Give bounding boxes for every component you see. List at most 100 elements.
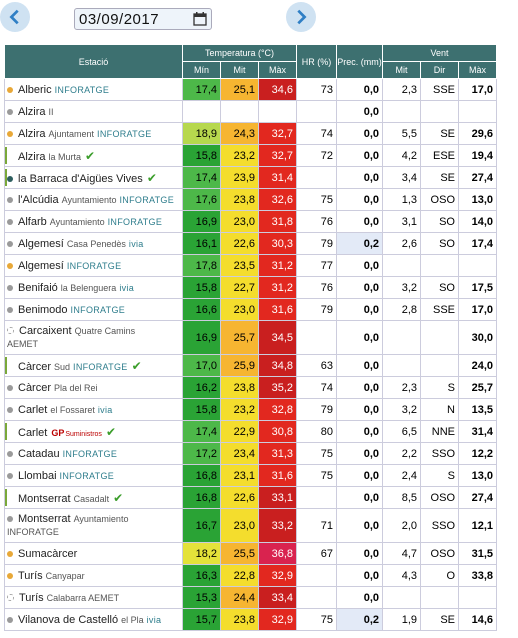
vent-max-cell: 17,4: [458, 232, 497, 255]
next-day-button[interactable]: [286, 2, 316, 32]
table-row[interactable]: la Barraca d'Aigües Vives ✔ 17,4 23,9 31,4 0,…: [4, 166, 497, 189]
temp-min-cell: [182, 100, 221, 123]
station-cell[interactable]: Alberic INFORATGE: [4, 78, 183, 101]
table-row[interactable]: Turís Canyapar 16,3 22,8 32,9 0,0 4,3 O 33,8: [4, 564, 497, 587]
station-name[interactable]: Sumacàrcer: [18, 547, 78, 560]
vent-mit-cell: 3,1: [382, 210, 421, 233]
previous-day-button[interactable]: [0, 2, 30, 32]
station-cell[interactable]: Turís Canyapar: [4, 564, 183, 587]
station-cell[interactable]: l'Alcúdia Ayuntamiento INFORATGE: [4, 188, 183, 211]
station-name[interactable]: Benifaió: [18, 281, 58, 294]
station-name[interactable]: Turís: [19, 591, 44, 604]
table-row[interactable]: Turís Calabarra AEMET 15,3 24,4 33,4 0,0: [4, 586, 497, 609]
vent-mit-cell: 2,4: [382, 464, 421, 487]
temp-min-cell: 17,8: [182, 254, 221, 277]
station-brand: INFORATGE: [66, 260, 122, 271]
station-name[interactable]: Montserrat: [18, 492, 71, 505]
station-name[interactable]: Alzira: [18, 105, 46, 118]
station-name[interactable]: Alfarb: [18, 215, 47, 228]
calendar-icon[interactable]: [193, 12, 207, 26]
station-cell[interactable]: Catadau INFORATGE: [4, 442, 183, 465]
table-row[interactable]: Alzira II 0,0: [4, 100, 497, 123]
station-cell[interactable]: Càrcer Pla del Rei: [4, 376, 183, 399]
station-cell[interactable]: Sumacàrcer: [4, 542, 183, 565]
station-name[interactable]: Algemesí: [18, 237, 64, 250]
date-input[interactable]: 03/09/2017: [74, 8, 212, 30]
station-cell[interactable]: Carlet el Fossaret ivia: [4, 398, 183, 421]
col-prec[interactable]: Prec. (mm): [336, 44, 383, 79]
vent-max-cell: 31,4: [458, 420, 497, 443]
table-row[interactable]: Sumacàrcer 18,2 25,5 36,8 67 0,0 4,7 OSO 31,5: [4, 542, 497, 565]
station-cell[interactable]: Llombai INFORATGE: [4, 464, 183, 487]
station-name[interactable]: Algemesí: [18, 259, 64, 272]
temp-max-cell: 32,7: [258, 122, 297, 145]
vent-dir-cell: SSE: [420, 298, 459, 321]
station-cell[interactable]: Montserrat Casadalt ✔: [4, 486, 183, 509]
vent-dir-cell: ESE: [420, 144, 459, 167]
station-cell[interactable]: Carcaixent Quatre Camins AEMET: [4, 320, 183, 355]
table-row[interactable]: Benimodo INFORATGE 16,6 23,0 31,6 79 0,0 2,8 SSE…: [4, 298, 497, 321]
station-cell[interactable]: Alzira II: [4, 100, 183, 123]
col-temp-max[interactable]: Màx: [258, 61, 297, 79]
table-row[interactable]: Carlet GPSuministros ✔ 17,4 22,9 30,8 80 0,0 6,5…: [4, 420, 497, 443]
station-cell[interactable]: Alzira Ajuntament INFORATGE: [4, 122, 183, 145]
station-name[interactable]: Càrcer: [18, 381, 52, 394]
station-name[interactable]: Vilanova de Castelló: [18, 613, 119, 626]
table-row[interactable]: Algemesí Casa Penedès ivia 16,1 22,6 30,3 79 0,…: [4, 232, 497, 255]
col-temp-mit[interactable]: Mit: [220, 61, 259, 79]
station-name[interactable]: Alberic: [18, 83, 52, 96]
table-row[interactable]: Catadau INFORATGE 17,2 23,4 31,3 75 0,0 2,2 SSO 1…: [4, 442, 497, 465]
station-name[interactable]: Catadau: [18, 447, 60, 460]
station-sublabel-2: INFORATGE: [7, 526, 59, 537]
col-estacio[interactable]: Estació: [4, 44, 183, 79]
station-cell[interactable]: Algemesí Casa Penedès ivia: [4, 232, 183, 255]
table-row[interactable]: Llombai INFORATGE 16,8 23,1 31,6 75 0,0 2,4 S 13,…: [4, 464, 497, 487]
station-name[interactable]: Benimodo: [18, 303, 68, 316]
station-name[interactable]: Carlet: [18, 403, 48, 416]
table-row[interactable]: Alfarb Ayuntamiento INFORATGE 16,9 23,0 31,8 7…: [4, 210, 497, 233]
temp-max-cell: 31,4: [258, 166, 297, 189]
vent-max-cell: 12,2: [458, 442, 497, 465]
table-row[interactable]: Carlet el Fossaret ivia 15,8 23,2 32,8 79 0,0 3,…: [4, 398, 497, 421]
station-cell[interactable]: Turís Calabarra AEMET: [4, 586, 183, 609]
col-hr[interactable]: HR (%): [296, 44, 337, 79]
station-cell[interactable]: Algemesí INFORATGE: [4, 254, 183, 277]
station-name[interactable]: Turís: [18, 569, 43, 582]
table-row[interactable]: Càrcer Sud INFORATGE ✔ 17,0 25,9 34,8 63 0,0 24,0: [4, 354, 497, 377]
station-name[interactable]: Montserrat: [18, 512, 71, 525]
col-vent-dir[interactable]: Dir: [420, 61, 459, 79]
station-cell[interactable]: la Barraca d'Aigües Vives ✔: [4, 166, 183, 189]
station-cell[interactable]: Alzira la Murta ✔: [4, 144, 183, 167]
table-row[interactable]: Montserrat Casadalt ✔ 16,8 22,6 33,1 0,0 8,5 OSO…: [4, 486, 497, 509]
table-row[interactable]: Alzira la Murta ✔ 15,8 23,2 32,7 72 0,0 4,2 ESE 19…: [4, 144, 497, 167]
col-vent-mit[interactable]: Mit: [382, 61, 421, 79]
station-name[interactable]: Alzira: [18, 127, 46, 140]
table-row[interactable]: Algemesí INFORATGE 17,8 23,5 31,2 77 0,0: [4, 254, 497, 277]
station-name[interactable]: l'Alcúdia: [18, 193, 59, 206]
col-vent-max[interactable]: Màx: [458, 61, 497, 79]
station-status-icon: [7, 306, 13, 313]
table-row[interactable]: Alzira Ajuntament INFORATGE 18,9 24,3 32,7 74 0…: [4, 122, 497, 145]
station-cell[interactable]: Carlet GPSuministros ✔: [4, 420, 183, 443]
table-row[interactable]: Carcaixent Quatre Camins AEMET 16,9 25,7 34,5…: [4, 320, 497, 355]
temp-mit-cell: 22,7: [220, 276, 259, 299]
table-row[interactable]: Alberic INFORATGE 17,4 25,1 34,6 73 0,0 2,3 SSE 1…: [4, 78, 497, 101]
table-row[interactable]: Benifaió la Belenguera ivia 15,8 22,7 31,2 76 0…: [4, 276, 497, 299]
table-row[interactable]: l'Alcúdia Ayuntamiento INFORATGE 17,6 23,8 32…: [4, 188, 497, 211]
table-row[interactable]: Montserrat Ayuntamiento INFORATGE 16,7 23,0 3…: [4, 508, 497, 543]
station-name[interactable]: Llombai: [18, 469, 57, 482]
station-cell[interactable]: Vilanova de Castelló el Pla ivia: [4, 608, 183, 631]
table-row[interactable]: Càrcer Pla del Rei 16,2 23,8 35,2 74 0,0 2,3 S 25…: [4, 376, 497, 399]
table-row[interactable]: Vilanova de Castelló el Pla ivia 15,7 23,8 32…: [4, 608, 497, 631]
station-cell[interactable]: Benimodo INFORATGE: [4, 298, 183, 321]
station-name[interactable]: Càrcer: [18, 360, 52, 373]
station-name[interactable]: la Barraca d'Aigües Vives: [18, 172, 143, 185]
station-cell[interactable]: Benifaió la Belenguera ivia: [4, 276, 183, 299]
station-cell[interactable]: Càrcer Sud INFORATGE ✔: [4, 354, 183, 377]
station-name[interactable]: Alzira: [18, 150, 46, 163]
station-name[interactable]: Carcaixent: [19, 324, 72, 337]
station-name[interactable]: Carlet: [18, 426, 48, 439]
col-temp-min[interactable]: Mín: [182, 61, 221, 79]
station-cell[interactable]: Alfarb Ayuntamiento INFORATGE: [4, 210, 183, 233]
station-cell[interactable]: Montserrat Ayuntamiento INFORATGE: [4, 508, 183, 543]
